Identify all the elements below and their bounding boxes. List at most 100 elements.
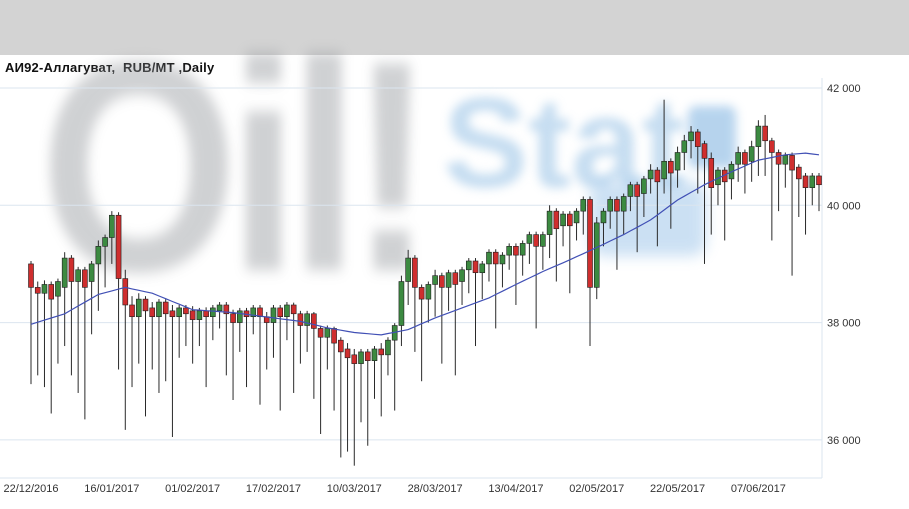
- candle-up: [445, 272, 452, 288]
- x-axis-label: 10/03/2017: [327, 483, 382, 495]
- candle-down: [769, 140, 775, 153]
- candle-up: [641, 178, 647, 194]
- candle-up: [755, 125, 762, 147]
- candle-up: [519, 243, 526, 256]
- candle-down: [816, 175, 822, 186]
- candle-up: [809, 175, 816, 188]
- candle-up: [573, 210, 580, 224]
- window-chrome-bar: [0, 0, 909, 55]
- candle-down: [149, 307, 156, 318]
- candle-down: [28, 263, 34, 288]
- moving-average-line: [30, 152, 820, 336]
- candle-down: [189, 310, 196, 320]
- candle-up: [661, 160, 667, 180]
- candle-down: [614, 199, 620, 212]
- candle-up: [250, 307, 257, 318]
- candle-up: [358, 351, 364, 364]
- x-axis-label: 01/02/2017: [165, 483, 220, 495]
- gridlines: 42 000 40 000 38 000 36 000 22/12/2016 16/01/…: [0, 78, 861, 495]
- candle-down: [344, 348, 351, 359]
- candle-up: [324, 328, 331, 338]
- candle-up: [95, 246, 102, 265]
- candle-up: [405, 257, 411, 282]
- candle-up: [607, 199, 614, 212]
- y-axis-label: 36 000: [827, 435, 861, 447]
- candle-down: [533, 234, 539, 247]
- candle-down: [789, 155, 795, 171]
- candle-down: [472, 260, 479, 274]
- chart-area: Oil! Stat 42 000 40 000 38 000 36 000 22/12/…: [0, 16, 909, 509]
- x-axis-label: 17/02/2017: [246, 483, 301, 495]
- candle-down: [122, 278, 129, 306]
- candle-up: [210, 307, 216, 318]
- candle-down: [802, 175, 809, 188]
- candle-up: [432, 275, 438, 285]
- candle-down: [290, 304, 297, 315]
- candle-up: [546, 210, 553, 235]
- candle-down: [183, 307, 189, 315]
- x-axis-label: 02/05/2017: [569, 483, 624, 495]
- candle-up: [102, 237, 108, 247]
- candle-up: [681, 140, 688, 153]
- candle-up: [270, 307, 277, 323]
- candle-up: [176, 307, 182, 318]
- candlestick-chart: 42 000 40 000 38 000 36 000 22/12/2016 16/01/…: [0, 78, 861, 495]
- candle-down: [694, 131, 701, 147]
- candle-up: [600, 210, 607, 224]
- candle-down: [142, 298, 149, 312]
- candle-down: [775, 152, 782, 165]
- candle-down: [668, 160, 674, 174]
- candle-down: [439, 275, 445, 288]
- candle-down: [129, 304, 135, 318]
- candle-up: [506, 246, 512, 256]
- candle-down: [68, 257, 75, 282]
- candle-down: [48, 284, 55, 300]
- candle-down: [587, 199, 593, 288]
- candle-up: [479, 263, 486, 274]
- candle-down: [169, 310, 176, 318]
- candle-down: [311, 313, 317, 329]
- candle-up: [465, 260, 472, 271]
- candle-down: [412, 257, 418, 288]
- candle-up: [385, 339, 391, 356]
- candle-down: [82, 269, 88, 288]
- candle-down: [378, 348, 385, 356]
- candle-down: [634, 184, 640, 197]
- candle-down: [331, 328, 337, 344]
- candle-down: [513, 246, 519, 256]
- candle-down: [317, 328, 324, 338]
- candle-down: [223, 304, 230, 315]
- candle-up: [398, 281, 405, 326]
- candle-down: [34, 287, 41, 294]
- candle-up: [540, 234, 546, 247]
- x-axis-label: 22/05/2017: [650, 483, 705, 495]
- candle-down: [762, 125, 768, 142]
- candle-up: [688, 131, 694, 142]
- candle-up: [75, 269, 81, 282]
- candle-up: [236, 310, 243, 323]
- candle-up: [647, 169, 654, 180]
- candle-up: [674, 152, 681, 171]
- candle-down: [492, 251, 499, 265]
- candle-up: [526, 234, 533, 244]
- candle-up: [459, 269, 465, 282]
- y-axis-label: 40 000: [827, 200, 861, 212]
- candle-up: [627, 184, 634, 197]
- candle-down: [364, 351, 371, 361]
- candle-down: [230, 313, 236, 323]
- candle-down: [351, 354, 358, 364]
- candle-down: [162, 301, 169, 315]
- candle-down: [654, 169, 661, 183]
- candle-down: [257, 307, 263, 318]
- candle-down: [795, 166, 802, 180]
- candle-up: [371, 348, 378, 361]
- y-axis-label: 42 000: [827, 83, 861, 95]
- x-axis-label: 07/06/2017: [731, 483, 786, 495]
- candle-up: [425, 284, 432, 300]
- candle-up: [735, 152, 741, 165]
- candle-up: [216, 304, 223, 312]
- x-axis-label: 13/04/2017: [488, 483, 543, 495]
- x-axis-label: 16/01/2017: [84, 483, 139, 495]
- candle-up: [61, 257, 68, 288]
- candle-down: [297, 313, 304, 326]
